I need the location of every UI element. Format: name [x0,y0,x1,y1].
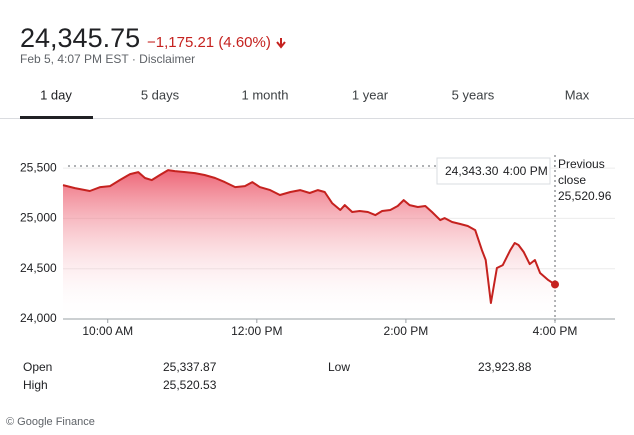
tab[interactable]: Max [565,87,590,102]
x-tick-label: 12:00 PM [231,324,282,338]
price-change: −1,175.21 (4.60%) [147,34,271,51]
y-tick-label: 24,000 [20,311,57,325]
tooltip-price: 24,343.30 [445,164,499,178]
tooltip-time: 4:00 PM [503,164,548,178]
stat-value: 25,520.53 [163,378,217,392]
tab[interactable]: 1 month [242,87,289,102]
footer: © Google Finance [6,416,95,428]
tab[interactable]: 5 years [452,87,495,102]
stat-value: 23,923.88 [478,360,532,374]
tab[interactable]: 1 year [352,87,389,102]
down-arrow [276,38,286,49]
footer-bar [0,403,634,430]
x-tick-label: 2:00 PM [384,324,429,338]
stat-value: 25,337.87 [163,360,217,374]
y-tick-label: 24,500 [20,261,57,275]
price-line [62,169,556,304]
x-tick-label: 10:00 AM [82,324,133,338]
previous-close-value: 25,520.96 [558,189,612,203]
x-tick-label: 4:00 PM [533,324,578,338]
stat-label: Open [23,360,52,374]
tab[interactable]: 5 days [141,87,180,102]
y-tick-label: 25,500 [20,160,57,174]
timestamp: Feb 5, 4:07 PM EST · Disclaimer [20,52,195,66]
y-tick-label: 25,000 [20,211,57,225]
stat-label: High [23,378,48,392]
tab-indicator [20,116,93,119]
tab[interactable]: 1 day [40,87,72,102]
last-point [551,280,559,289]
price: 24,345.75 [20,23,140,53]
previous-close-label: Previous close [558,157,605,187]
stat-label: Low [328,360,350,374]
tooltip-box [436,157,551,185]
area [63,170,555,319]
